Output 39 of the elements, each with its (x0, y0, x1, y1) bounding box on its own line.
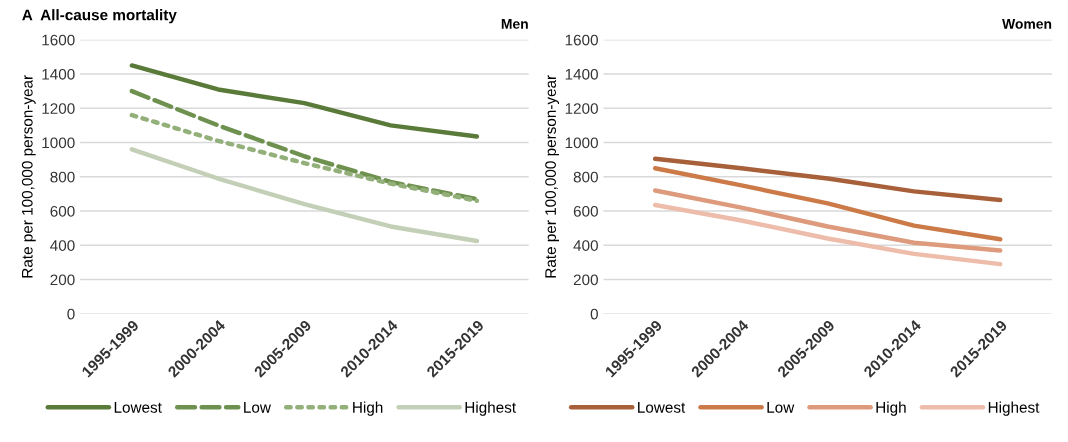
y-tick-label: 0 (590, 308, 598, 320)
chart-title: A All-cause mortality (22, 9, 177, 24)
y-axis-title: Rate per 100,000 person-year (21, 75, 36, 278)
chart-subtitle: Women (1002, 19, 1052, 29)
line-series (129, 88, 480, 202)
line-series (129, 112, 480, 203)
y-tick-label: 200 (50, 274, 75, 286)
y-tick-label: 600 (50, 205, 75, 217)
y-tick-label: 200 (573, 274, 598, 286)
chart-subtitle: Men (501, 19, 528, 29)
y-tick-label: 1000 (565, 137, 598, 149)
y-tick-label: 400 (50, 240, 75, 251)
legend-label: Lowest (114, 402, 162, 413)
y-tick-label: 1600 (565, 34, 598, 46)
y-tick-label: 400 (573, 240, 598, 251)
legend-label: High (876, 401, 906, 416)
line-series (652, 188, 1003, 253)
y-axis-title: Rate per 100,000 person-year (545, 75, 560, 278)
legend-label: Highest (465, 401, 516, 416)
line-series (129, 147, 480, 244)
y-tick-label: 0 (67, 308, 75, 320)
y-tick-label: 1400 (565, 68, 598, 80)
line-series (652, 202, 1003, 267)
y-tick-label: 1600 (42, 34, 75, 46)
legend-label: Low (244, 402, 271, 413)
line-series (652, 166, 1003, 242)
legend-label: High (353, 401, 383, 416)
legend-label: Low (767, 402, 795, 413)
y-tick-label: 800 (573, 171, 598, 183)
y-tick-label: 1200 (42, 103, 75, 114)
line-series (652, 156, 1003, 203)
line-series (129, 63, 480, 139)
y-tick-label: 1200 (565, 103, 598, 114)
y-tick-label: 1000 (42, 137, 75, 149)
y-tick-label: 800 (50, 171, 75, 183)
legend-label: Lowest (638, 402, 686, 413)
legend-label: Highest (988, 401, 1040, 416)
y-tick-label: 600 (573, 205, 598, 217)
y-tick-label: 1400 (42, 68, 75, 80)
